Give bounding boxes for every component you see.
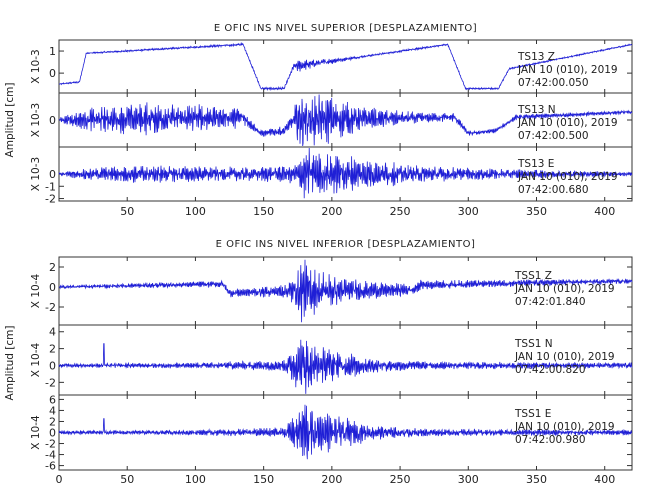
y-tick-label: 2: [49, 343, 56, 356]
time-label: 07:42:00.820: [515, 364, 586, 376]
y-tick-label: 2: [49, 261, 56, 274]
station-label: TS13 E: [517, 158, 554, 170]
x-tick-label: 400: [594, 205, 615, 218]
time-label: 07:42:00.050: [518, 77, 589, 89]
time-label: 07:42:00.980: [515, 434, 586, 446]
time-label: 07:42:00.680: [518, 184, 589, 196]
station-label: TSS1 E: [514, 408, 551, 420]
y-tick-label: 4: [49, 326, 56, 339]
y-scale-label: X 10-4: [30, 343, 42, 378]
y-tick-label: 2: [49, 415, 56, 428]
time-label: 07:42:01.840: [515, 296, 586, 308]
y-tick-label: 0: [49, 359, 56, 372]
x-tick-label: 150: [253, 473, 274, 486]
date-label: JAN 10 (010), 2019: [517, 64, 618, 76]
x-tick-label: 200: [321, 205, 342, 218]
y-axis-label: Amplitud [cm]: [4, 83, 16, 158]
date-label: JAN 10 (010), 2019: [517, 117, 618, 129]
y-tick-label: 4: [49, 404, 56, 417]
y-tick-label: 0: [49, 114, 56, 127]
y-tick-label: -6: [45, 460, 56, 473]
trace-ts13-z: [58, 41, 633, 92]
y-tick-label: -2: [45, 193, 56, 206]
y-scale-label: X 10-3: [30, 103, 42, 137]
x-tick-label: 150: [253, 205, 274, 218]
chart-title: E OFIC INS NIVEL SUPERIOR [DESPLAZAMIENT…: [214, 23, 477, 34]
y-tick-label: 0: [49, 168, 56, 181]
time-label: 07:42:00.500: [518, 130, 589, 142]
station-label: TS13 Z: [517, 51, 555, 63]
y-axis-label: Amplitud [cm]: [4, 326, 16, 401]
y-scale-label: X 10-3: [30, 157, 42, 191]
y-tick-label: -2: [45, 438, 56, 451]
y-tick-label: -4: [45, 449, 56, 462]
x-tick-label: 400: [594, 473, 615, 486]
y-scale-label: X 10-4: [30, 415, 42, 450]
x-tick-label: 350: [526, 473, 547, 486]
x-tick-label: 100: [185, 473, 206, 486]
y-tick-label: 0: [49, 281, 56, 294]
y-scale-label: X 10-3: [30, 49, 42, 83]
y-tick-label: -2: [45, 301, 56, 314]
x-tick-label: 50: [120, 205, 134, 218]
date-label: JAN 10 (010), 2019: [514, 283, 615, 295]
y-tick-label: 0: [49, 427, 56, 440]
trace-ts13-n: [58, 94, 633, 147]
y-scale-label: X 10-4: [30, 274, 42, 309]
y-tick-label: -2: [45, 376, 56, 389]
station-label: TS13 N: [517, 104, 556, 116]
x-tick-label: 200: [321, 473, 342, 486]
date-label: JAN 10 (010), 2019: [517, 171, 618, 183]
trace-tss1-e: [58, 404, 633, 460]
x-tick-label: 250: [390, 205, 411, 218]
x-tick-label: 250: [390, 473, 411, 486]
y-tick-label: 0: [49, 67, 56, 80]
date-label: JAN 10 (010), 2019: [514, 351, 615, 363]
date-label: JAN 10 (010), 2019: [514, 421, 615, 433]
chart-title: E OFIC INS NIVEL INFERIOR [DESPLAZAMIENT…: [216, 239, 476, 250]
y-tick-label: 1: [49, 45, 56, 58]
x-tick-label: 300: [458, 205, 479, 218]
x-tick-label: 300: [458, 473, 479, 486]
x-tick-label: 100: [185, 205, 206, 218]
y-tick-label: 6: [49, 393, 56, 406]
trace-ts13-e: [58, 147, 633, 199]
x-tick-label: 50: [120, 473, 134, 486]
station-label: TSS1 Z: [514, 270, 552, 282]
x-tick-label: 350: [526, 205, 547, 218]
trace-tss1-z: [59, 259, 633, 323]
y-tick-label: -1: [45, 180, 56, 193]
trace-tss1-n: [58, 339, 633, 394]
x-tick-label: 0: [56, 473, 63, 486]
station-label: TSS1 N: [514, 338, 553, 350]
